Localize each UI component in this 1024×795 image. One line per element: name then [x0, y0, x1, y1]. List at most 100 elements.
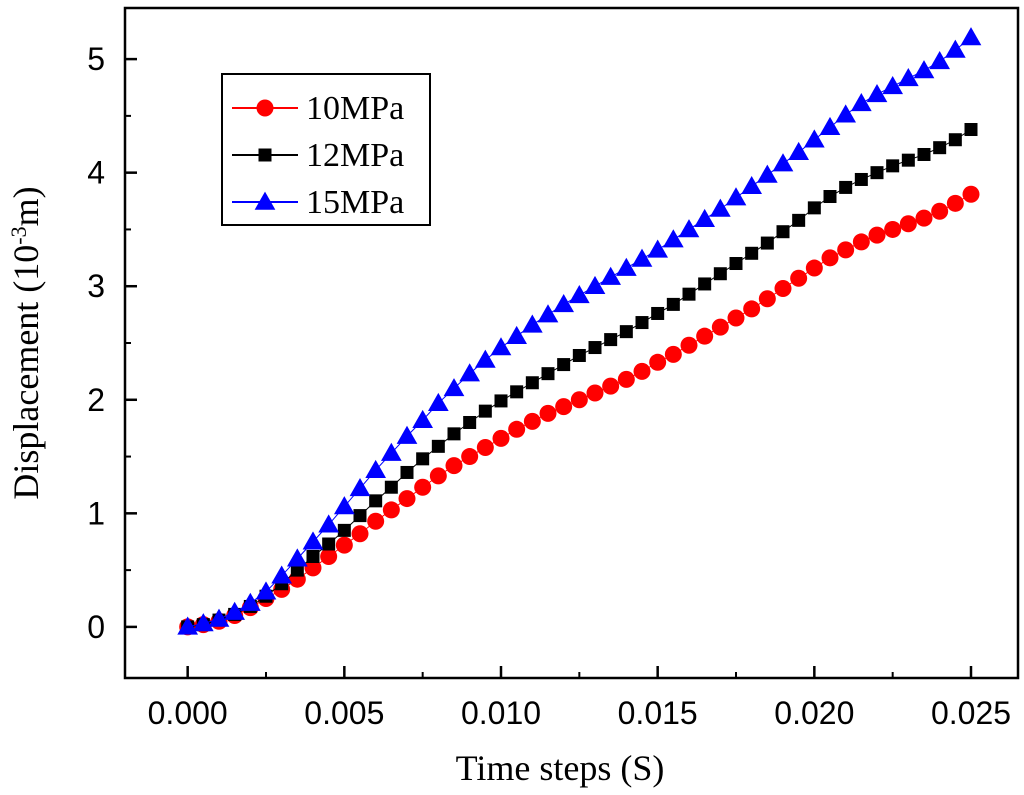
y-axis-title-exponent: -3: [6, 226, 31, 244]
data-point: [492, 429, 510, 447]
data-point: [414, 478, 432, 496]
data-point: [727, 309, 745, 327]
data-point: [365, 459, 387, 478]
data-point: [353, 509, 367, 523]
data-point: [494, 394, 508, 408]
data-point: [447, 427, 461, 441]
data-point: [239, 592, 261, 611]
data-point: [416, 452, 430, 466]
data-point: [349, 478, 371, 497]
legend-label: 15MPa: [306, 184, 404, 221]
data-point: [680, 336, 698, 354]
data-point: [931, 202, 949, 220]
data-point: [933, 141, 947, 155]
data-point: [525, 376, 539, 390]
data-point: [776, 225, 790, 239]
data-point: [805, 259, 823, 277]
data-point: [651, 306, 665, 320]
data-point: [666, 297, 680, 311]
legend-item-10MPa: 10MPa: [232, 90, 404, 127]
data-point: [631, 248, 653, 267]
data-point: [803, 129, 825, 148]
data-point: [506, 325, 528, 344]
data-point: [382, 501, 400, 519]
data-point: [478, 404, 492, 418]
data-point: [696, 327, 714, 345]
data-point: [568, 284, 590, 304]
data-point: [290, 563, 304, 577]
data-point: [443, 378, 465, 397]
data-point: [224, 601, 246, 620]
data-point: [384, 480, 398, 494]
data-point: [490, 337, 512, 356]
data-point: [709, 198, 731, 217]
data-point: [602, 377, 620, 395]
data-point: [743, 300, 761, 318]
data-point: [508, 420, 526, 438]
legend-box: [221, 73, 431, 226]
data-point: [756, 164, 778, 183]
data-point: [208, 608, 230, 627]
y-tick-label: 2: [87, 382, 105, 418]
data-point: [774, 279, 792, 297]
data-point: [664, 345, 682, 363]
data-point: [557, 358, 571, 372]
data-point: [367, 512, 385, 530]
x-axis-title: Time steps (S): [456, 748, 665, 788]
data-point: [619, 325, 633, 339]
data-point: [320, 547, 338, 565]
data-point: [698, 277, 712, 291]
data-point: [964, 123, 978, 137]
data-point: [429, 467, 447, 485]
legend-marker: [256, 99, 274, 117]
y-tick-label: 0: [87, 609, 105, 645]
data-point: [870, 166, 884, 180]
data-point: [760, 236, 774, 250]
data-point: [944, 39, 966, 58]
y-axis-title: Displacement (10-3m): [6, 186, 46, 499]
legend-marker: [254, 191, 276, 210]
data-point: [445, 457, 463, 475]
data-point: [884, 220, 902, 238]
data-point: [369, 494, 383, 508]
data-point: [553, 294, 575, 313]
data-point: [615, 257, 637, 276]
data-point: [835, 104, 857, 123]
data-point: [792, 213, 806, 227]
data-point: [915, 209, 933, 227]
data-point: [821, 249, 839, 267]
data-point: [271, 565, 293, 584]
data-point: [427, 392, 449, 411]
data-point: [617, 370, 635, 388]
data-point: [866, 83, 888, 103]
data-point: [772, 153, 794, 172]
data-point: [741, 175, 763, 195]
x-tick-label: 0.010: [461, 695, 541, 731]
data-point: [570, 391, 588, 409]
data-point: [398, 490, 416, 508]
data-point: [177, 616, 199, 635]
data-point: [725, 187, 747, 206]
data-point: [255, 581, 277, 600]
y-axis-title-main: Displacement (10: [6, 245, 46, 500]
data-point: [758, 290, 776, 308]
data-point: [633, 362, 651, 380]
data-point: [431, 439, 445, 453]
data-point: [960, 27, 982, 46]
x-tick-label: 0.005: [304, 695, 384, 731]
data-point: [662, 229, 684, 248]
data-point: [886, 159, 900, 173]
data-point: [913, 60, 935, 79]
legend-marker: [258, 148, 272, 162]
data-point: [745, 246, 759, 260]
data-point: [897, 68, 919, 87]
data-point: [694, 208, 716, 227]
data-point: [649, 353, 667, 371]
data-point: [539, 404, 557, 422]
data-point: [474, 349, 496, 368]
x-tick-label: 0.015: [618, 695, 698, 731]
data-point: [412, 409, 434, 428]
y-axis-title-tail: m): [6, 186, 46, 226]
data-point: [839, 180, 853, 194]
